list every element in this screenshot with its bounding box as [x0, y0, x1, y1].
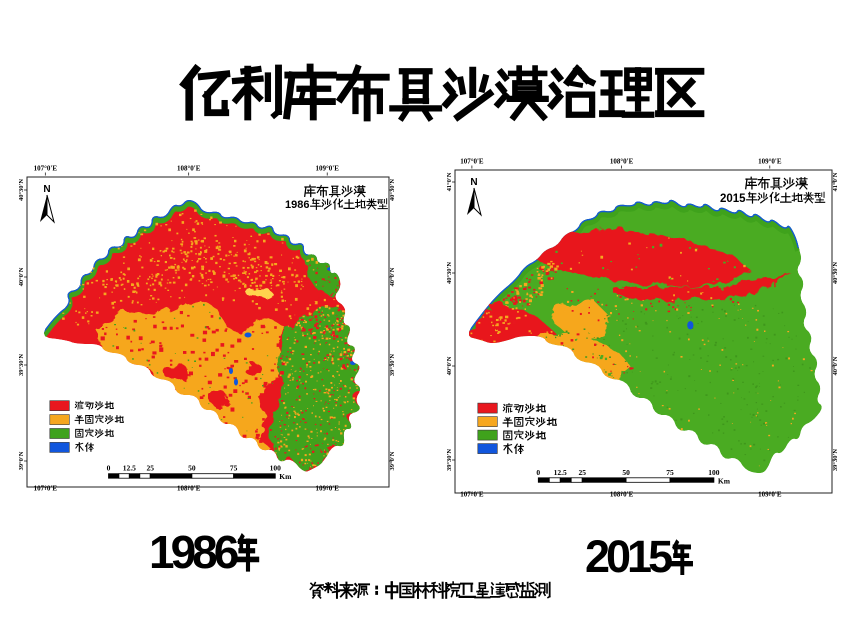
svg-text:39°30'N: 39°30'N: [446, 449, 453, 471]
svg-text:39°30'N: 39°30'N: [832, 449, 839, 471]
svg-text:109°0'E: 109°0'E: [758, 158, 782, 166]
svg-text:40°30'N: 40°30'N: [389, 179, 396, 201]
svg-text:1986: 1986: [285, 199, 309, 211]
svg-text:100: 100: [270, 464, 282, 473]
svg-text:40°30'N: 40°30'N: [832, 262, 839, 284]
svg-text:Km: Km: [718, 476, 731, 485]
svg-text:N: N: [470, 177, 477, 188]
svg-text:Km: Km: [279, 472, 292, 481]
svg-text:75: 75: [666, 468, 674, 477]
svg-text:2015: 2015: [720, 193, 746, 205]
svg-text:75: 75: [230, 464, 238, 473]
svg-text:39°30'N: 39°30'N: [389, 354, 396, 376]
svg-text:40°0'N: 40°0'N: [446, 356, 453, 375]
svg-text:39°30'N: 39°30'N: [18, 354, 25, 376]
svg-text:50: 50: [188, 464, 196, 473]
svg-text:50: 50: [622, 468, 630, 477]
svg-text:40°0'N: 40°0'N: [832, 356, 839, 375]
svg-text:25: 25: [578, 468, 586, 477]
svg-text:41°0'N: 41°0'N: [832, 172, 839, 191]
svg-text:12.5: 12.5: [123, 464, 136, 473]
svg-text:108°0'E: 108°0'E: [610, 158, 634, 166]
svg-text:12.5: 12.5: [554, 468, 567, 477]
svg-text:40°30'N: 40°30'N: [18, 179, 25, 201]
svg-text:107°0'E: 107°0'E: [34, 165, 58, 173]
svg-text:100: 100: [708, 468, 720, 477]
svg-text:109°0'E: 109°0'E: [315, 165, 339, 173]
svg-text:39°0'N: 39°0'N: [389, 451, 396, 470]
svg-text:40°0'N: 40°0'N: [18, 267, 25, 286]
svg-text:25: 25: [146, 464, 154, 473]
svg-text:107°0'E: 107°0'E: [460, 158, 484, 166]
svg-text:40°0'N: 40°0'N: [389, 267, 396, 286]
svg-text:39°0'N: 39°0'N: [18, 451, 25, 470]
svg-text:41°0'N: 41°0'N: [446, 172, 453, 191]
svg-text:2015: 2015: [585, 531, 672, 582]
svg-text:0: 0: [107, 464, 111, 473]
svg-text:N: N: [43, 184, 50, 195]
svg-text:0: 0: [536, 468, 540, 477]
svg-text:108°0'E: 108°0'E: [177, 165, 201, 173]
svg-text:40°30'N: 40°30'N: [446, 262, 453, 284]
svg-text:1986: 1986: [149, 526, 238, 578]
